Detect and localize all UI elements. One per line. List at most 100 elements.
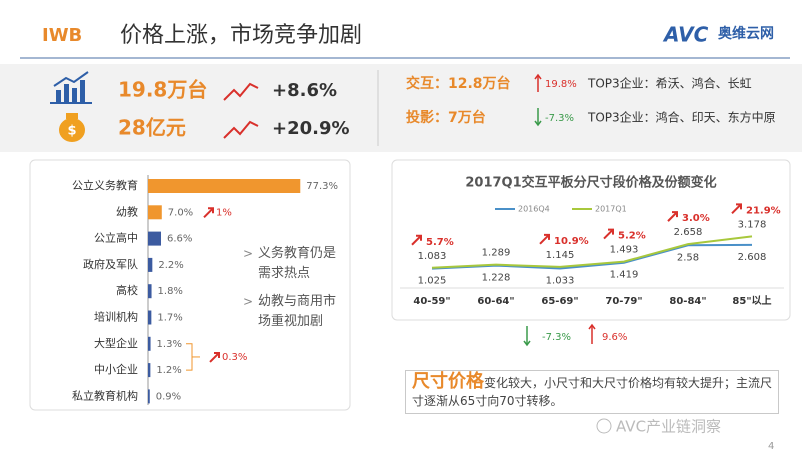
category-label: 培训机构 bbox=[94, 310, 138, 324]
trend-arrow bbox=[203, 207, 214, 219]
value-label: 1.3% bbox=[157, 339, 182, 350]
category-label: 80-84" bbox=[669, 296, 706, 307]
value-label: 6.6% bbox=[167, 234, 192, 245]
bar bbox=[148, 363, 151, 378]
value-label: 2.608 bbox=[738, 252, 767, 263]
down-arrow-head bbox=[523, 340, 531, 347]
value-label: 1.419 bbox=[610, 270, 639, 281]
bar bbox=[148, 179, 301, 193]
value-label: 1.289 bbox=[482, 248, 511, 259]
value-label: 0.9% bbox=[156, 391, 181, 402]
bar bbox=[148, 284, 152, 299]
category-label: 私立教育机构 bbox=[72, 388, 138, 402]
down-arrow-head bbox=[534, 120, 542, 127]
bar bbox=[148, 310, 152, 325]
value-label: 2.58 bbox=[677, 252, 699, 263]
trend-arrow-head bbox=[416, 234, 422, 241]
bullet: > bbox=[243, 247, 253, 261]
revenue-change: +20.9% bbox=[272, 118, 350, 139]
share-change: -7.3% bbox=[542, 332, 571, 343]
change-label: 10.9% bbox=[554, 236, 589, 247]
value-label: 1.493 bbox=[610, 245, 639, 256]
watermark: AVC产业链洞察 bbox=[616, 418, 721, 436]
category-label: 中小企业 bbox=[94, 362, 138, 376]
category-label: 幼教 bbox=[116, 205, 138, 218]
category-label: 60-64" bbox=[477, 296, 514, 307]
bar-panel bbox=[29, 159, 351, 411]
trend-arrow bbox=[223, 82, 259, 101]
trend-arrow-head bbox=[208, 207, 214, 214]
segment-change: -7.3% bbox=[545, 113, 574, 124]
value-label: 1.025 bbox=[418, 276, 447, 287]
trend-arrow bbox=[209, 352, 220, 363]
line-panel bbox=[391, 159, 791, 321]
series-line bbox=[431, 235, 753, 269]
change-label: 5.7% bbox=[426, 237, 454, 248]
volume: 19.8万台 bbox=[118, 78, 207, 102]
value-label: 1.2% bbox=[156, 365, 181, 376]
revenue: 28亿元 bbox=[118, 116, 186, 140]
category-label: 公立义务教育 bbox=[72, 178, 138, 192]
value-label: 3.178 bbox=[738, 219, 767, 230]
callout-title: 尺寸价格 bbox=[412, 371, 484, 392]
logo-text: 奥维云网 bbox=[718, 25, 774, 42]
trend-arrow bbox=[411, 235, 422, 246]
change-label: 3.0% bbox=[682, 213, 710, 224]
logo: AVC bbox=[662, 23, 709, 47]
callout-text: 变化较大，小尺寸和大尺寸价格均有较大提升；主流尺寸逐渐从65寸向70寸转移。 bbox=[412, 376, 773, 408]
value-label: 2.2% bbox=[158, 260, 183, 271]
svg-text:$: $ bbox=[67, 124, 76, 139]
category-label: 政府及军队 bbox=[83, 257, 138, 271]
segment-top3: TOP3企业：鸿合、印天、东方中原 bbox=[587, 110, 776, 125]
segment-change: 19.8% bbox=[545, 79, 577, 90]
value-label: 1.7% bbox=[157, 313, 182, 324]
segment-name: 投影：7万台 bbox=[406, 109, 486, 126]
category-label: 40-59" bbox=[413, 296, 450, 307]
segment-name: 交互：12.8万台 bbox=[406, 75, 511, 92]
note: 幼教与商用市场重视加剧 bbox=[258, 294, 337, 329]
segment-top3: TOP3企业：希沃、鸿合、长虹 bbox=[587, 76, 752, 91]
value-label: 1.033 bbox=[546, 276, 575, 287]
callout: 尺寸价格变化较大，小尺寸和大尺寸价格均有较大提升；主流尺寸逐渐从65寸向70寸转… bbox=[405, 370, 779, 414]
bar bbox=[148, 389, 150, 404]
trend-arrow-head bbox=[736, 203, 742, 210]
change-label: 5.2% bbox=[618, 231, 646, 242]
trend-arrow bbox=[731, 203, 742, 215]
share-change: 9.6% bbox=[602, 332, 627, 343]
value-label: 1.083 bbox=[418, 251, 447, 262]
bar bbox=[148, 257, 153, 272]
volume-change: +8.6% bbox=[272, 80, 337, 101]
note: 义务教育仍是需求热点 bbox=[258, 246, 337, 281]
trend-arrow bbox=[223, 120, 259, 139]
category-label: 大型企业 bbox=[94, 336, 138, 350]
watermark-icon bbox=[596, 418, 612, 434]
legend-label: 2016Q4 bbox=[518, 205, 550, 214]
change-label: 21.9% bbox=[746, 205, 781, 216]
category-label: 85"以上 bbox=[732, 294, 771, 307]
section-tag: IWB bbox=[42, 25, 82, 46]
chart-icon bbox=[50, 71, 92, 104]
up-arrow-head bbox=[588, 323, 596, 330]
summary-band bbox=[0, 64, 802, 152]
money-icon: $ bbox=[59, 113, 85, 142]
trend-arrow-head bbox=[214, 351, 220, 358]
up-arrow-head bbox=[534, 73, 542, 80]
annotation: 0.3% bbox=[222, 352, 247, 363]
category-label: 70-79" bbox=[605, 296, 642, 307]
trend-arrow bbox=[539, 234, 550, 245]
bullet: > bbox=[243, 295, 253, 309]
bar bbox=[148, 336, 151, 351]
trend-arrow-head bbox=[672, 211, 678, 218]
slide-title: 价格上涨，市场竞争加剧 bbox=[120, 23, 362, 48]
page-number: 4 bbox=[768, 441, 774, 452]
trend-arrow bbox=[667, 211, 678, 222]
value-label: 7.0% bbox=[168, 207, 193, 218]
value-label: 1.145 bbox=[546, 250, 575, 261]
value-label: 1.8% bbox=[158, 286, 183, 297]
bar bbox=[148, 231, 162, 246]
trend-arrow bbox=[603, 228, 614, 240]
category-label: 高校 bbox=[116, 283, 138, 297]
category-label: 公立高中 bbox=[94, 231, 138, 245]
trend-arrow-head bbox=[544, 233, 550, 240]
